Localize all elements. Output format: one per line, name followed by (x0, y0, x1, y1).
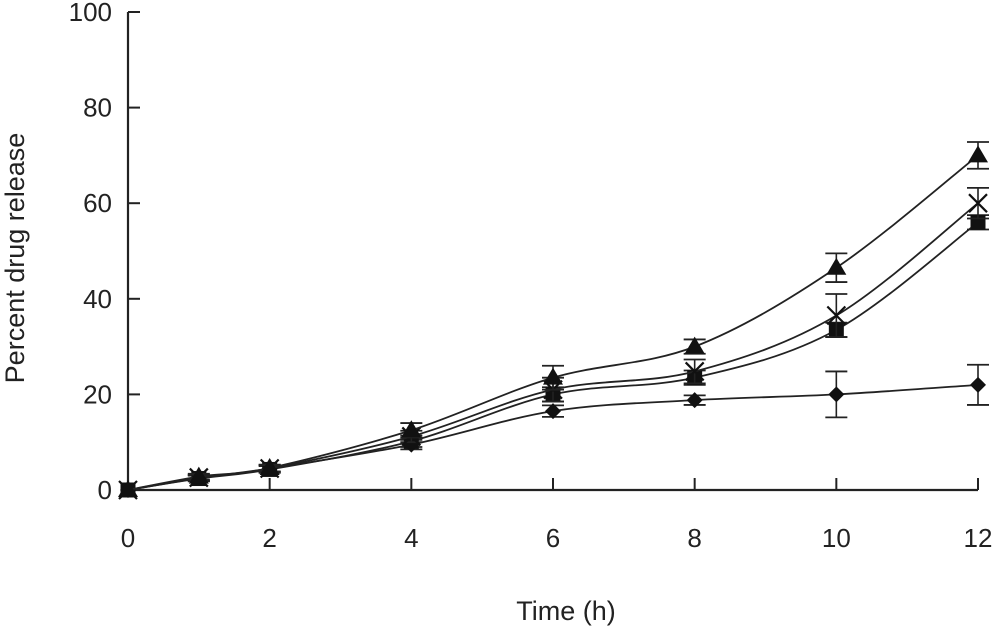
x-tick-label: 4 (404, 523, 418, 553)
y-tick-label: 0 (98, 475, 112, 505)
x-tick-label: 0 (121, 523, 135, 553)
y-tick-label: 80 (83, 93, 112, 123)
series-2-x (118, 187, 989, 500)
x-tick-label: 10 (822, 523, 851, 553)
series-3-point-triangle (543, 367, 563, 385)
ticks: 0 20 40 60 80 100 0 2 4 6 8 10 12 (69, 0, 993, 553)
series-0-point-diamond (970, 376, 986, 393)
x-tick-label: 12 (964, 523, 993, 553)
y-tick-label: 60 (83, 188, 112, 218)
series-3-line (127, 154, 979, 491)
series-group (118, 141, 989, 500)
series-2-point-x (826, 305, 847, 326)
series-3-point-triangle (401, 420, 422, 438)
y-tick-label: 40 (83, 284, 112, 314)
y-tick-label: 20 (83, 379, 112, 409)
series-1-square (120, 214, 989, 498)
x-tick-label: 8 (687, 523, 701, 553)
series-3-point-triangle (188, 466, 209, 484)
x-axis-label: Time (h) (516, 596, 616, 626)
series-2-point-x (968, 193, 988, 213)
series-3-point-triangle (259, 458, 280, 476)
x-tick-label: 6 (546, 523, 560, 553)
series-3-point-triangle (826, 257, 847, 275)
y-tick-label: 100 (69, 0, 112, 27)
series-2-point-x (684, 361, 705, 382)
series-0-point-diamond (828, 386, 845, 403)
series-0-point-diamond (545, 403, 561, 420)
series-1-line (127, 221, 979, 491)
y-axis-label: Percent drug release (0, 133, 30, 384)
series-2-line (127, 202, 979, 491)
series-3-point-triangle (118, 480, 138, 497)
series-0-point-diamond (686, 392, 703, 409)
series-0-diamond (120, 363, 989, 498)
series-3-point-triangle (968, 145, 988, 163)
series-3-point-triangle (684, 336, 705, 354)
x-tick-label: 2 (262, 523, 276, 553)
series-3-triangle (118, 141, 989, 497)
